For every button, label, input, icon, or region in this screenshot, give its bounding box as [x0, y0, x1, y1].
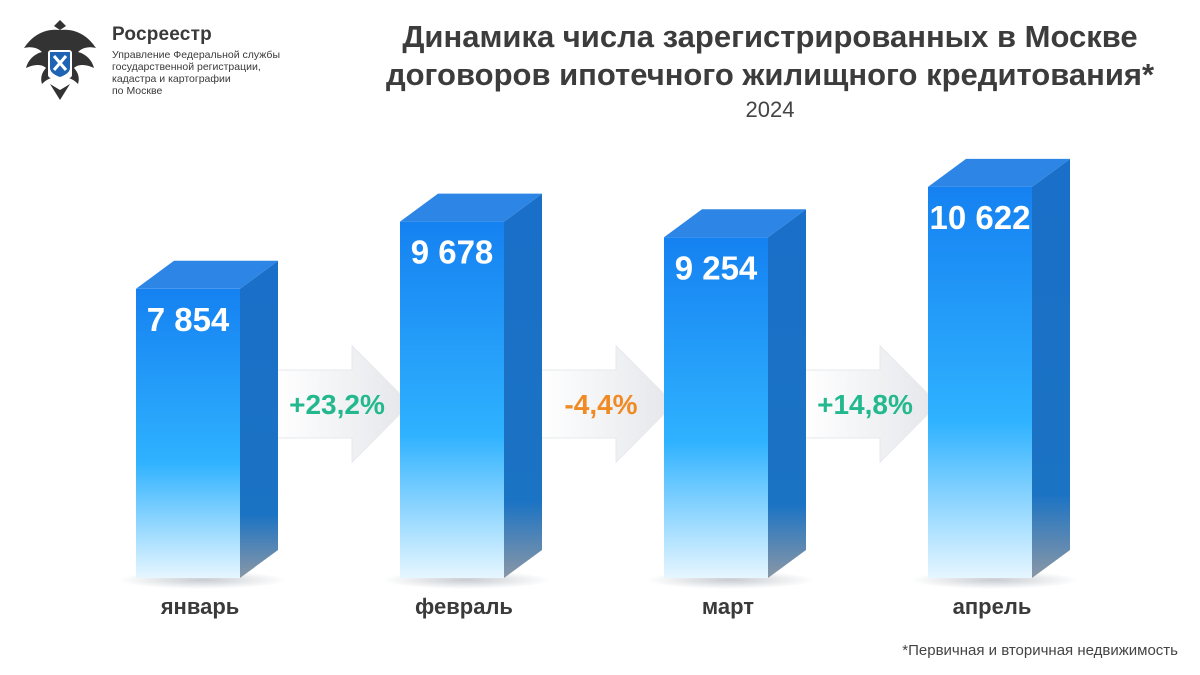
logo: Росреестр Управление Федеральной службы …: [14, 14, 280, 110]
eagle-emblem-icon: [24, 20, 96, 100]
bar-side: [768, 209, 806, 578]
chart-subtitle-year: 2024: [745, 97, 795, 122]
footnote: *Первичная и вторичная недвижимость: [902, 642, 1178, 659]
bar: [664, 209, 806, 578]
arrow-shape: [803, 344, 939, 464]
bar-side: [240, 260, 278, 578]
chart-title: Динамика числа зарегистрированных в Моск…: [330, 18, 1200, 94]
bar-front: [136, 288, 240, 578]
bar: [136, 260, 278, 578]
arrow-shape: [275, 344, 411, 464]
change-label: +23,2%: [289, 389, 385, 420]
bar-value-label: 10 622: [930, 199, 1031, 236]
category-label: апрель: [953, 594, 1032, 619]
bar-top: [136, 260, 278, 289]
bar-front: [664, 237, 768, 578]
bar-front: [928, 186, 1032, 578]
bar-side: [504, 193, 542, 579]
org-subtitle: Управление Федеральной службы государств…: [112, 49, 280, 97]
org-subtitle-line: государственной регистрации,: [112, 61, 261, 73]
arrow-shape: [539, 344, 675, 464]
bar-front: [400, 221, 504, 579]
bar-value-label: 9 254: [675, 249, 758, 286]
bar-top: [928, 158, 1070, 187]
org-subtitle-line: по Москве: [112, 85, 163, 97]
bar: [400, 193, 542, 579]
change-arrow: -4,4%: [539, 344, 675, 464]
bar-side: [1032, 158, 1070, 578]
bar-value-label: 7 854: [147, 301, 230, 338]
bar-top: [664, 209, 806, 238]
chart-title-line-2: договоров ипотечного жилищного кредитова…: [385, 57, 1155, 92]
bar-value-label: 9 678: [411, 234, 494, 271]
org-name: Росреестр: [112, 24, 212, 45]
change-arrow: +14,8%: [803, 344, 939, 464]
org-subtitle-line: кадастра и картографии: [112, 73, 231, 85]
change-label: -4,4%: [564, 389, 637, 420]
bar-top: [400, 193, 542, 222]
org-subtitle-line: Управление Федеральной службы: [112, 49, 280, 61]
change-label: +14,8%: [817, 389, 913, 420]
category-label: февраль: [415, 594, 513, 619]
chart-title-line-1: Динамика числа зарегистрированных в Моск…: [402, 19, 1138, 54]
change-arrow: +23,2%: [275, 344, 411, 464]
bar: [928, 158, 1070, 578]
category-label: март: [702, 594, 754, 619]
category-label: январь: [160, 594, 240, 619]
